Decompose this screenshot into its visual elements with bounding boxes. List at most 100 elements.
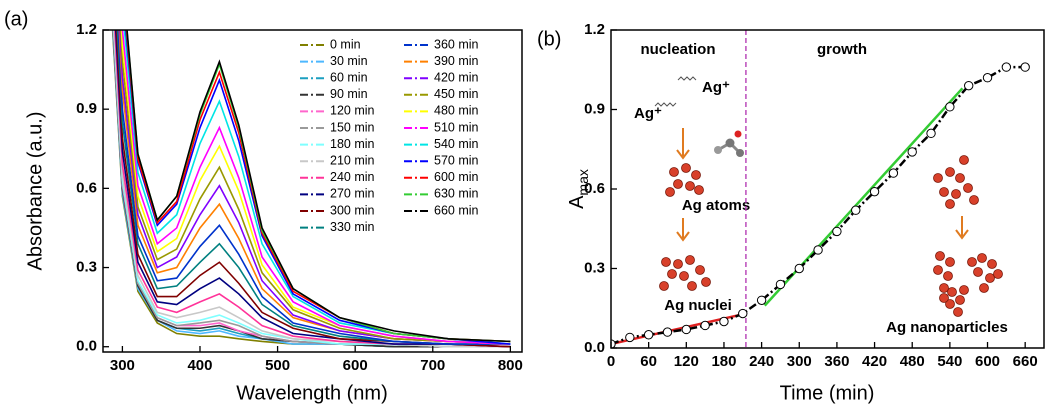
y-tick-label: 0.9 [76, 100, 97, 117]
y-tick-label: 0.3 [584, 259, 605, 276]
y-tick-label: 0.6 [76, 179, 97, 196]
spectrum-line [114, 30, 511, 348]
data-point [719, 316, 729, 327]
data-point [611, 339, 616, 348]
y-tick-label: 0.6 [584, 180, 605, 197]
spectrum-line [121, 30, 511, 345]
legend-label: 450 min [434, 87, 479, 101]
x-tick-label: 700 [420, 357, 445, 374]
y-axis-label: Absorbance (a.u.) [24, 112, 46, 271]
data-point [869, 186, 880, 197]
x-axis-label: Time (min) [780, 382, 875, 404]
x-tick-label: 300 [110, 357, 135, 374]
y-tick-label: 1.2 [76, 21, 97, 38]
y-axis-label-sub: max [575, 169, 591, 195]
x-tick-label: 540 [937, 353, 962, 370]
legend-label: 420 min [434, 70, 479, 84]
y-axis-label-main: A [566, 195, 588, 209]
data-point [982, 73, 993, 83]
data-point [775, 279, 786, 290]
legend-label: 120 min [330, 104, 375, 118]
y-tick-label: 0.9 [584, 100, 605, 117]
x-tick-label: 360 [824, 353, 849, 370]
legend-label: 0 min [330, 37, 361, 51]
data-point [1001, 62, 1012, 72]
data-point [794, 263, 804, 274]
legend-label: 570 min [434, 153, 479, 167]
legend-label: 300 min [330, 203, 375, 217]
legend-label: 330 min [330, 220, 375, 234]
legend-label: 660 min [434, 203, 479, 217]
legend-label: 30 min [330, 54, 368, 68]
x-tick-label: 660 [1013, 353, 1038, 370]
legend-label: 90 min [330, 87, 368, 101]
x-tick-label: 500 [265, 357, 290, 374]
y-tick-label: 0.0 [76, 338, 97, 355]
fit-line [763, 87, 964, 307]
x-tick-label: 240 [749, 353, 774, 370]
data-point [700, 320, 710, 331]
y-tick-label: 0.3 [76, 259, 97, 276]
x-tick-label: 420 [862, 353, 887, 370]
x-tick-label: 0 [607, 353, 615, 370]
annotation: Ag⁺ [634, 105, 662, 122]
annotation: Ag⁺ [702, 79, 730, 96]
annotation: nucleation [640, 41, 715, 58]
x-tick-label: 400 [187, 357, 212, 374]
legend-label: 600 min [434, 170, 479, 184]
x-tick-label: 600 [975, 353, 1000, 370]
data-point [851, 205, 861, 215]
x-tick-label: 800 [498, 357, 523, 374]
legend-label: 630 min [434, 187, 479, 201]
data-point [963, 80, 974, 91]
x-tick-label: 60 [640, 353, 657, 370]
data-point [681, 324, 692, 335]
data-point [888, 168, 899, 178]
data-point [662, 327, 673, 337]
illustration [654, 76, 1003, 317]
legend-label: 150 min [330, 120, 375, 134]
data-point [738, 308, 748, 319]
y-tick-label: 0.0 [584, 339, 605, 356]
annotation: Ag nanoparticles [886, 319, 1008, 336]
legend-label: 270 min [330, 187, 375, 201]
panel-label: (b) [537, 28, 561, 50]
legend-label: 210 min [330, 153, 375, 167]
legend-label: 360 min [434, 37, 479, 51]
data-point [945, 102, 955, 112]
x-tick-label: 120 [674, 353, 699, 370]
legend-label: 180 min [330, 137, 375, 151]
y-axis-label: Amax [566, 169, 590, 209]
legend-label: 480 min [434, 104, 479, 118]
data-point [756, 295, 767, 305]
panel-label: (a) [4, 8, 28, 30]
legend-label: 240 min [330, 170, 375, 184]
data-point [1020, 62, 1030, 72]
data-point [813, 245, 823, 255]
legend-label: 540 min [434, 137, 479, 151]
legend-label: 60 min [330, 70, 368, 84]
plot-area [611, 30, 1030, 348]
x-axis-label: Wavelength (nm) [236, 382, 388, 404]
x-tick-label: 600 [343, 357, 368, 374]
data-point [926, 128, 936, 139]
x-tick-label: 180 [711, 353, 736, 370]
spectrum-line [126, 30, 511, 343]
annotation: growth [817, 41, 867, 58]
spectrum-line [117, 30, 511, 345]
plot-area [111, 30, 511, 348]
annotation: Ag nuclei [664, 297, 732, 314]
data-point [625, 332, 635, 343]
x-tick-label: 300 [787, 353, 812, 370]
spectrum-line [112, 30, 511, 348]
y-tick-label: 1.2 [584, 21, 605, 38]
spectrum-line [120, 30, 511, 345]
legend-label: 390 min [434, 54, 479, 68]
data-line [611, 65, 1026, 346]
data-point [832, 226, 842, 237]
x-tick-label: 480 [900, 353, 925, 370]
plot-frame [102, 29, 523, 353]
data-point [907, 147, 917, 157]
data-point [643, 330, 654, 340]
